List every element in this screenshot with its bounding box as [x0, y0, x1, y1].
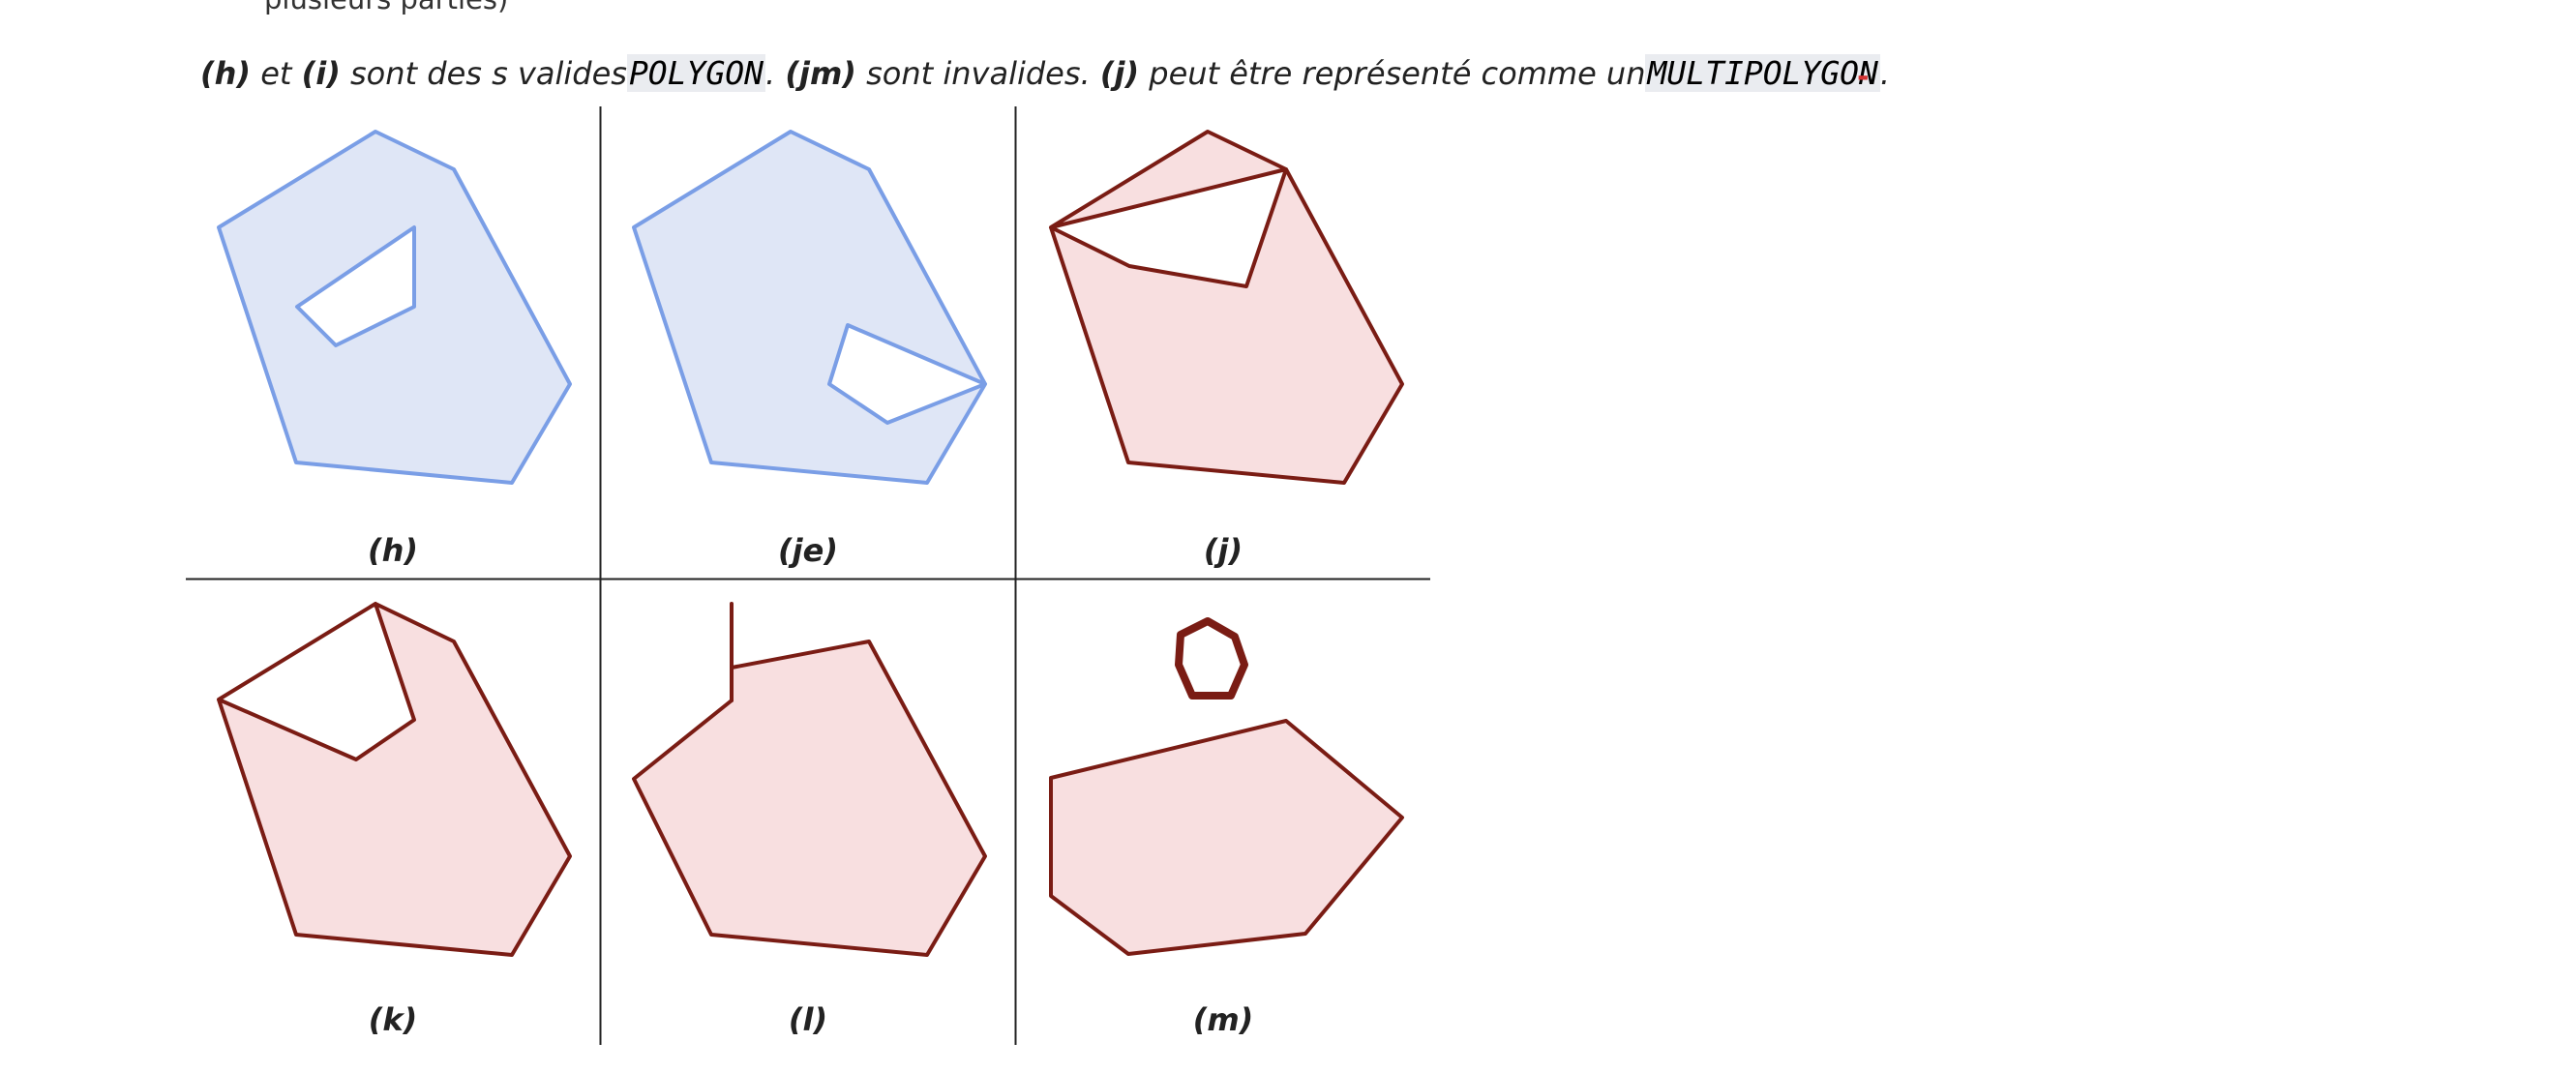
- polygon-je: [632, 130, 987, 485]
- caption-dot-1: .: [765, 55, 786, 92]
- polygon-figure-grid: (h) (je) (j) (k) (l) (m): [186, 106, 1430, 1045]
- caption-ref-j: (j): [1099, 55, 1140, 92]
- label-j: (j): [1203, 532, 1243, 569]
- label-k: (k): [368, 1001, 418, 1038]
- polygon-k: [217, 602, 572, 957]
- caption-ref-jm: (jm): [785, 55, 856, 92]
- caption-text-3: peut être représenté comme un: [1139, 55, 1646, 92]
- polygon-j: [1049, 130, 1404, 485]
- figure-caption: (h) et (i) sont des s validesPOLYGON. (j…: [200, 54, 1890, 92]
- caption-text-et: et: [251, 55, 302, 92]
- label-m: (m): [1192, 1001, 1254, 1038]
- caption-code-polygon: POLYGON: [626, 54, 766, 92]
- polygon-m-pentagon: [1175, 617, 1248, 700]
- edit-link[interactable]: -: [1857, 60, 1870, 94]
- polygon-m-main: [1049, 719, 1404, 956]
- caption-dot-2: .: [1879, 55, 1891, 92]
- caption-ref-i: (i): [301, 55, 341, 92]
- caption-text-1: sont des s valides: [340, 55, 627, 92]
- label-l: (l): [788, 1001, 828, 1038]
- caption-code-multipolygon: MULTIPOLYGON: [1645, 54, 1880, 92]
- caption-ref-h: (h): [200, 55, 252, 92]
- polygon-h: [217, 130, 572, 485]
- previous-text-fragment: plusieurs parties): [264, 0, 508, 15]
- polygon-figures: [186, 106, 1430, 1045]
- label-h: (h): [367, 532, 419, 569]
- label-je: (je): [778, 532, 838, 569]
- polygon-l: [632, 640, 987, 957]
- caption-text-2: sont invalides.: [855, 55, 1100, 92]
